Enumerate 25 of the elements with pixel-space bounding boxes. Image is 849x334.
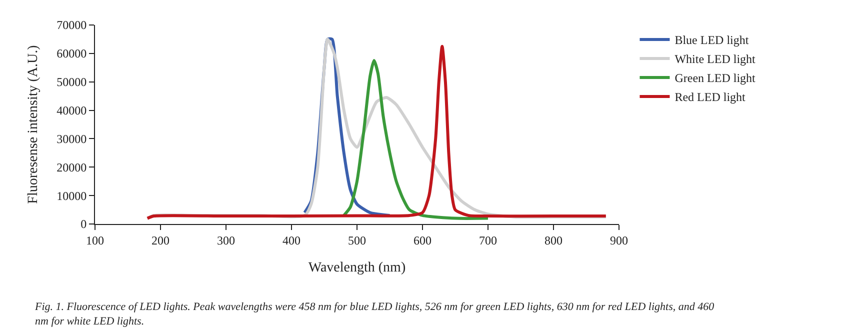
legend-label: Blue LED light <box>674 33 750 48</box>
legend-label: Red LED light <box>674 90 746 104</box>
y-tick-label: 50000 <box>56 75 87 90</box>
y-tick-label: 0 <box>80 217 87 232</box>
x-tick-label: 600 <box>414 233 432 248</box>
x-tick-label: 400 <box>282 233 300 248</box>
y-tick-label: 30000 <box>56 132 87 146</box>
caption: Fig. 1. Fluorescence of LED lights. Peak wavelengths were 458 nm for blue LED lights, 526 nm for green LED lights, 630 nm for red LED lights, and 460 nm for white LED lights. <box>34 301 715 328</box>
y-tick-label: 10000 <box>56 188 87 203</box>
y-tick-label: 60000 <box>56 46 87 61</box>
x-tick-label: 900 <box>610 233 628 248</box>
legend-label: Green LED light <box>674 71 756 86</box>
x-tick-label: 800 <box>544 233 562 248</box>
x-tick-label: 500 <box>348 233 366 248</box>
x-tick-label: 100 <box>86 233 104 248</box>
x-axis-title: Wavelength (nm) <box>308 260 406 276</box>
x-tick-label: 300 <box>217 233 235 248</box>
legend-label: White LED light <box>674 52 756 66</box>
y-tick-label: 70000 <box>56 18 87 32</box>
y-tick-label: 40000 <box>56 103 87 118</box>
x-tick-label: 200 <box>152 233 170 248</box>
y-axis-title: Fluoresense intensity (A.U.) <box>26 44 42 204</box>
x-tick-label: 700 <box>479 233 497 248</box>
line-series <box>342 59 490 220</box>
y-tick-label: 20000 <box>56 160 87 174</box>
